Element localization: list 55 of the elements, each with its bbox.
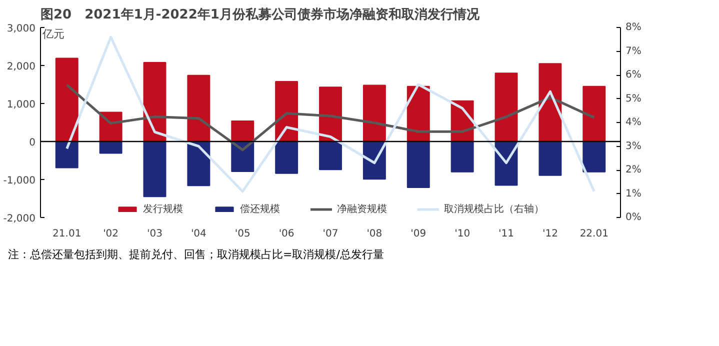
- y2-tick-label: 1%: [626, 188, 642, 200]
- x-tick-label: '09: [410, 228, 426, 240]
- bar: [319, 141, 342, 170]
- chart-title: 图20 2021年1月-2022年1月份私募公司债券市场净融资和取消发行情况: [40, 6, 480, 22]
- bar: [99, 141, 122, 154]
- text: 注：总偿还量包括到期、提前兑付、回售；取消规模占比=取消规模/总发行量: [8, 247, 384, 263]
- x-tick-label: '12: [542, 228, 558, 240]
- bar: [406, 141, 430, 188]
- y2-tick-label: 3%: [626, 140, 642, 152]
- legend-label: 取消规模占比（右轴）: [444, 202, 544, 216]
- x-tick-label: '07: [322, 228, 338, 240]
- y-tick-label: 2,000: [6, 62, 36, 72]
- legend-label: 净融资规模: [337, 202, 387, 216]
- x-tick-label: '04: [190, 228, 206, 240]
- y-tick-label: 3,000: [6, 24, 36, 34]
- y-tick-label: 0: [29, 138, 36, 148]
- x-tick-label: 22.01: [580, 228, 608, 240]
- y2-tick-label: 0%: [626, 212, 642, 223]
- y2-tick-label: 4%: [626, 117, 642, 128]
- bar: [582, 141, 606, 172]
- bar: [362, 84, 386, 142]
- bar: [55, 141, 78, 168]
- bar: [538, 63, 562, 142]
- bar: [494, 72, 518, 142]
- x-tick-label: '10: [454, 228, 470, 240]
- y-axis-title: 亿元: [42, 28, 65, 40]
- y-tick-label: -1,000: [3, 176, 36, 186]
- x-tick-label: '11: [498, 228, 514, 240]
- x-tick-label: '08: [366, 228, 382, 240]
- bar: [55, 58, 78, 142]
- legend-label: 偿还规模: [240, 202, 280, 216]
- line-series: [66, 36, 596, 193]
- line-series: [66, 84, 596, 152]
- bar: [582, 86, 606, 142]
- bar: [187, 74, 210, 142]
- y2-tick-label: 7%: [626, 46, 642, 57]
- y2-tick-label: 8%: [626, 22, 642, 33]
- bar: [143, 141, 166, 198]
- y-tick-label: -2,000: [3, 214, 36, 224]
- x-tick-label: 21.01: [52, 228, 82, 240]
- bar: [319, 86, 342, 142]
- bar: [450, 141, 474, 172]
- x-tick-label: '05: [234, 228, 250, 240]
- y2-tick-label: 6%: [626, 70, 642, 80]
- bar: [187, 141, 210, 186]
- bar: [538, 141, 562, 176]
- y2-tick-label: 2%: [626, 164, 642, 176]
- x-tick-label: '03: [147, 228, 162, 240]
- x-tick-label: '06: [278, 228, 294, 240]
- y2-tick-label: 5%: [626, 93, 642, 104]
- legend-label: 发行规模: [143, 202, 183, 216]
- bar: [275, 141, 298, 174]
- bar: [231, 120, 254, 142]
- y-tick-label: 1,000: [6, 100, 36, 110]
- x-tick-label: '02: [103, 228, 119, 240]
